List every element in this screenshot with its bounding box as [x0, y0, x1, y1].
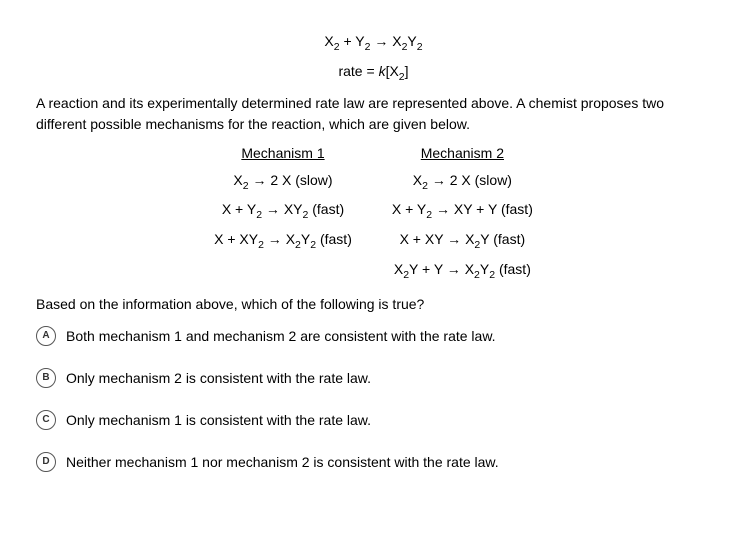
mechanism-1-step: X + XY2 → X2Y2 (fast) — [214, 226, 352, 256]
option-text: Neither mechanism 1 nor mechanism 2 is c… — [66, 454, 499, 470]
mechanism-1-step: X2 → 2 X (slow) — [214, 167, 352, 197]
mechanism-1-column: Mechanism 1 X2 → 2 X (slow) X + Y2 → XY2… — [214, 140, 352, 286]
mechanism-2-title: Mechanism 2 — [392, 140, 533, 167]
mechanism-2-step: X2 → 2 X (slow) — [392, 167, 533, 197]
option-bubble: A — [36, 326, 56, 346]
option-bubble: C — [36, 410, 56, 430]
mechanism-2-step: X + XY → X2Y (fast) — [392, 226, 533, 256]
option-d[interactable]: D Neither mechanism 1 nor mechanism 2 is… — [36, 452, 711, 472]
rate-law: rate = k[X2] — [36, 58, 711, 88]
option-bubble: B — [36, 368, 56, 388]
mechanism-2-column: Mechanism 2 X2 → 2 X (slow) X + Y2 → XY … — [392, 140, 533, 286]
option-text: Both mechanism 1 and mechanism 2 are con… — [66, 328, 496, 344]
mechanisms: Mechanism 1 X2 → 2 X (slow) X + Y2 → XY2… — [36, 140, 711, 286]
overall-equation: X2 + Y2 → X2Y2 — [36, 28, 711, 58]
mechanism-1-title: Mechanism 1 — [214, 140, 352, 167]
reaction-block: X2 + Y2 → X2Y2 rate = k[X2] — [36, 28, 711, 87]
option-c[interactable]: C Only mechanism 1 is consistent with th… — [36, 410, 711, 430]
question-prompt: A reaction and its experimentally determ… — [36, 93, 711, 134]
option-bubble: D — [36, 452, 56, 472]
option-text: Only mechanism 2 is consistent with the … — [66, 370, 371, 386]
option-text: Only mechanism 1 is consistent with the … — [66, 412, 371, 428]
option-a[interactable]: A Both mechanism 1 and mechanism 2 are c… — [36, 326, 711, 346]
answer-options: A Both mechanism 1 and mechanism 2 are c… — [36, 326, 711, 472]
option-b[interactable]: B Only mechanism 2 is consistent with th… — [36, 368, 711, 388]
mechanism-1-step: X + Y2 → XY2 (fast) — [214, 196, 352, 226]
question-page: X2 + Y2 → X2Y2 rate = k[X2] A reaction a… — [0, 0, 747, 492]
mechanism-2-step: X + Y2 → XY + Y (fast) — [392, 196, 533, 226]
followup-question: Based on the information above, which of… — [36, 296, 711, 312]
mechanism-2-step: X2Y + Y → X2Y2 (fast) — [392, 256, 533, 286]
